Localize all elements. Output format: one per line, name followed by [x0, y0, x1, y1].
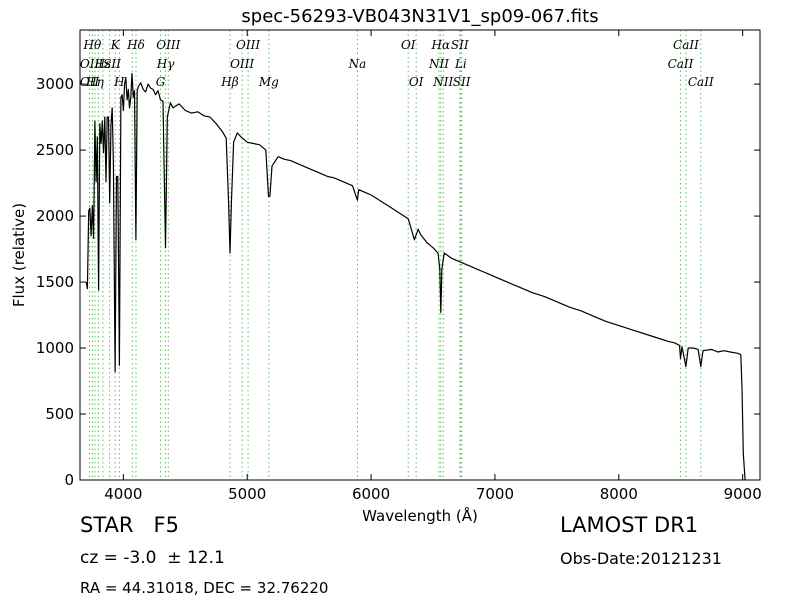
line-marker-label: Hη: [85, 75, 104, 89]
line-marker-label: NII: [428, 57, 449, 71]
spectrum-line: [85, 72, 746, 481]
line-marker-label: Hε: [93, 57, 111, 71]
spectral-line-markers: [89, 30, 702, 480]
line-marker-label: OI: [409, 75, 424, 89]
chart-title: spec-56293-VB043N31V1_sp09-067.fits: [241, 6, 599, 27]
x-tick-label: 9000: [724, 485, 762, 503]
plot-frame: [79, 29, 761, 481]
y-tick-label: 0: [64, 471, 74, 489]
y-tick-label: 2500: [36, 141, 74, 159]
line-marker-label: Hθ: [83, 38, 102, 52]
y-axis-ticks: 0 500 1000 1500 2000 2500 3000: [36, 75, 760, 489]
x-tick-label: 6000: [352, 485, 390, 503]
survey-name: LAMOST DR1: [560, 513, 699, 537]
line-marker-label: CaII: [688, 75, 714, 89]
y-tick-label: 2000: [36, 207, 74, 225]
line-marker-label: ISII: [97, 57, 121, 71]
y-tick-label: 1000: [36, 339, 74, 357]
line-marker-label: SII: [453, 75, 471, 89]
line-marker-label: Mg: [258, 75, 279, 89]
line-marker-label: CaII: [673, 38, 699, 52]
redshift-value: cz = -3.0 ± 12.1: [80, 548, 225, 568]
y-tick-label: 500: [45, 405, 74, 423]
x-tick-label: 8000: [600, 485, 638, 503]
line-marker-label: OII: [80, 75, 100, 89]
y-tick-label: 1500: [36, 273, 74, 291]
line-marker-label: Hα: [431, 38, 451, 52]
y-axis-title: Flux (relative): [10, 203, 28, 307]
line-marker-label: OIII: [230, 57, 254, 71]
line-marker-label: CaII: [668, 57, 694, 71]
line-marker-label: Hβ: [220, 75, 238, 89]
line-marker-label: Li: [454, 57, 467, 71]
x-axis-ticks: 4000 5000 6000 7000 8000 9000: [104, 30, 762, 503]
line-marker-label: OI: [401, 38, 416, 52]
line-marker-label: OII: [80, 57, 100, 71]
line-marker-label: K: [110, 38, 121, 52]
line-marker-label: G: [156, 75, 166, 89]
line-marker-label: NII: [432, 75, 453, 89]
line-marker-label: SII: [451, 38, 469, 52]
x-tick-label: 5000: [228, 485, 266, 503]
line-marker-label: H: [113, 75, 125, 89]
x-tick-label: 4000: [104, 485, 142, 503]
line-marker-label: Na: [348, 57, 367, 71]
observation-date: Obs-Date:20121231: [560, 549, 722, 568]
spectrum-series: [85, 72, 746, 481]
line-marker-label: OIII: [156, 38, 180, 52]
line-marker-label: OIII: [236, 38, 260, 52]
object-class: STAR F5: [80, 513, 179, 537]
x-axis-title: Wavelength (Å): [362, 506, 478, 525]
x-tick-label: 7000: [476, 485, 514, 503]
coordinates: RA = 44.31018, DEC = 32.76220: [80, 579, 329, 597]
y-tick-label: 3000: [36, 75, 74, 93]
line-marker-label: Hγ: [156, 57, 175, 71]
line-marker-label: Hδ: [126, 38, 145, 52]
